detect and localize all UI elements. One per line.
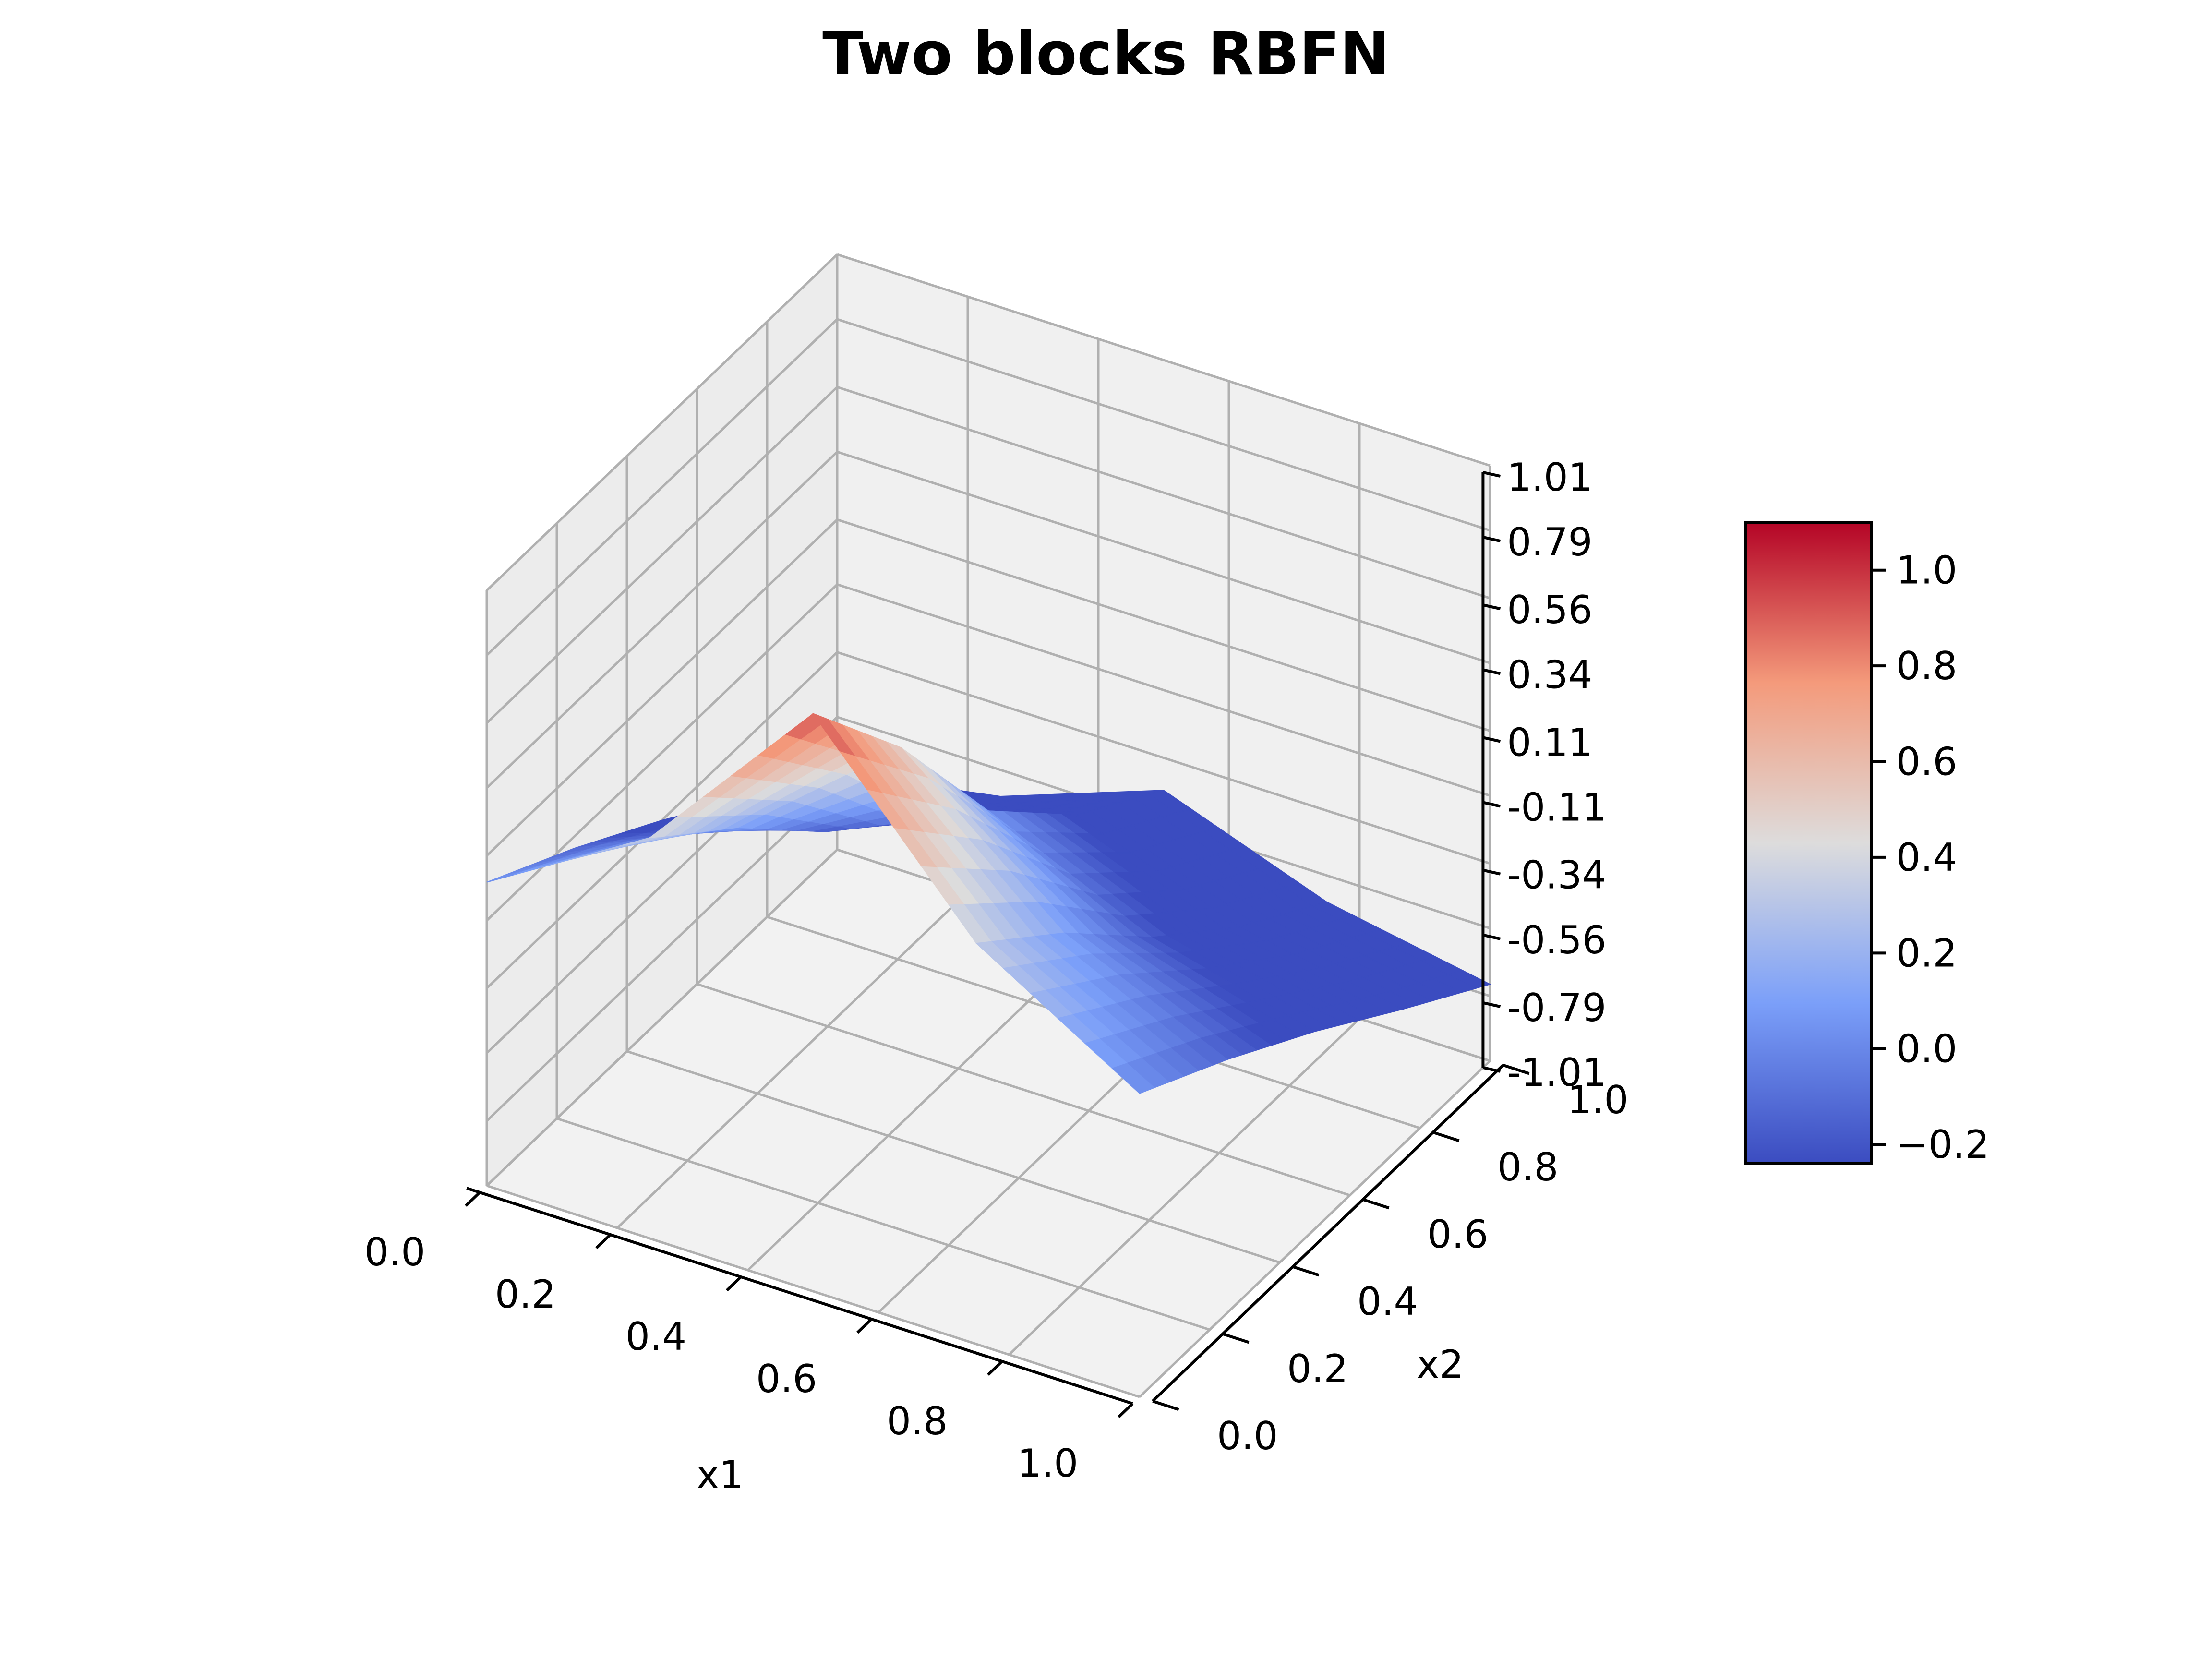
x2-tick-label: 0.6 [1427, 1212, 1488, 1257]
z-axis-ticks: -1.01 -0.79 -0.56 -0.34 -0.11 0.11 0.34 0.56 0.7… [1482, 455, 1606, 1095]
x2-tick-label: 1.0 [1567, 1078, 1628, 1122]
z-tick-mark [1482, 1001, 1501, 1008]
grid-line [486, 318, 838, 656]
z-tick-label: -0.11 [1507, 785, 1606, 830]
x2-tick-mark [1292, 1265, 1320, 1277]
x1-tick-label: 0.2 [495, 1272, 556, 1317]
x1-axis-line [466, 1187, 1133, 1405]
z-tick-label: 0.56 [1507, 588, 1592, 632]
colorbar-tick-label: 0.2 [1896, 931, 1957, 975]
z-tick-label: 0.79 [1507, 520, 1592, 565]
grid-line [486, 253, 838, 591]
z-tick-mark [1482, 868, 1501, 876]
z-tick-label: -0.34 [1507, 853, 1606, 898]
colorbar-tick-label: 0.6 [1896, 740, 1957, 784]
x1-axis-ticks: 0.0 0.2 0.4 0.6 0.8 1.0 [364, 1191, 1134, 1486]
chart-title: Two blocks RBFN [822, 20, 1390, 89]
colorbar: −0.2 0.0 0.2 0.4 0.6 0.8 1.0 [1744, 521, 1989, 1167]
grid-line [616, 891, 969, 1229]
x1-tick-mark [465, 1191, 481, 1207]
z-tick-mark [1482, 736, 1501, 743]
colorbar-tick-label: −0.2 [1896, 1122, 1989, 1167]
z-tick-label: -1.01 [1507, 1050, 1606, 1095]
z-tick-label: 0.11 [1507, 720, 1592, 765]
x2-tick-mark [1503, 1063, 1530, 1075]
grid-line [837, 253, 1491, 467]
x1-tick-label: 0.6 [756, 1357, 817, 1401]
x1-tick-label: 0.8 [887, 1399, 948, 1443]
grid-line [837, 518, 1491, 732]
grid-line [486, 451, 838, 789]
colorbar-tick-label: 0.0 [1896, 1027, 1957, 1071]
grid-line [486, 784, 838, 1122]
x1-tick-label: 1.0 [1017, 1441, 1078, 1486]
surface-patch [1111, 1063, 1155, 1094]
axis-lines [466, 472, 1504, 1405]
x1-tick-mark [1118, 1402, 1134, 1419]
x1-tick-mark [987, 1360, 1003, 1376]
colorbar-tick-label: 0.8 [1896, 644, 1957, 688]
x2-tick-mark [1432, 1130, 1460, 1142]
grid-line [837, 651, 1491, 865]
z-tick-mark [1482, 603, 1501, 611]
x1-tick-label: 0.0 [364, 1230, 425, 1274]
x2-tick-mark [1362, 1198, 1390, 1210]
colorbar-ticks: −0.2 0.0 0.2 0.4 0.6 0.8 1.0 [1871, 548, 1989, 1167]
grid-line [626, 1050, 1280, 1264]
x1-tick-mark [595, 1233, 612, 1250]
z-tick-label: 1.01 [1507, 455, 1592, 500]
z-tick-mark [1482, 933, 1501, 940]
grid-line [486, 386, 838, 724]
grid-line [837, 385, 1491, 600]
surface-plot [486, 712, 1491, 1094]
x2-axis-ticks: 0.00.20.40.60.81.0 [1152, 1063, 1628, 1458]
x2-tick-mark [1222, 1332, 1250, 1344]
x2-axis-line [1152, 1064, 1504, 1402]
z-tick-mark [1482, 801, 1501, 808]
z-tick-label: -0.56 [1507, 918, 1606, 962]
x2-tick-label: 0.0 [1217, 1414, 1278, 1458]
x2-axis-label: x2 [1417, 1342, 1464, 1387]
x2-tick-mark [1152, 1399, 1179, 1411]
grid-line [556, 1117, 1210, 1331]
x2-tick-label: 0.2 [1287, 1346, 1348, 1391]
z-tick-mark [1482, 1066, 1501, 1073]
z-tick-label: 0.34 [1507, 652, 1592, 697]
colorbar-tick-label: 0.4 [1896, 835, 1957, 880]
x2-tick-label: 0.8 [1497, 1145, 1558, 1190]
z-tick-mark [1482, 668, 1501, 675]
grid-line [486, 849, 838, 1187]
x2-tick-label: 0.4 [1357, 1279, 1418, 1324]
colorbar-tick-label: 1.0 [1896, 548, 1957, 593]
x1-axis-label: x1 [697, 1453, 744, 1497]
grid-line [486, 518, 838, 857]
grid-line [1008, 1018, 1360, 1356]
z-tick-label: -0.79 [1507, 986, 1606, 1030]
z-tick-mark [1482, 471, 1501, 478]
grid-line [837, 318, 1491, 532]
grid-line [837, 583, 1491, 797]
axes-grid [485, 253, 1491, 1398]
grid-line [486, 1184, 1140, 1398]
x1-tick-mark [726, 1275, 742, 1292]
x1-tick-mark [856, 1318, 873, 1334]
z-tick-mark [1482, 536, 1501, 542]
axes-pane [487, 254, 837, 1186]
grid-line [1139, 1060, 1491, 1398]
x1-tick-label: 0.4 [625, 1314, 686, 1359]
grid-line [837, 450, 1491, 664]
grid-line [697, 983, 1350, 1197]
colorbar-gradient [1744, 521, 1873, 1165]
